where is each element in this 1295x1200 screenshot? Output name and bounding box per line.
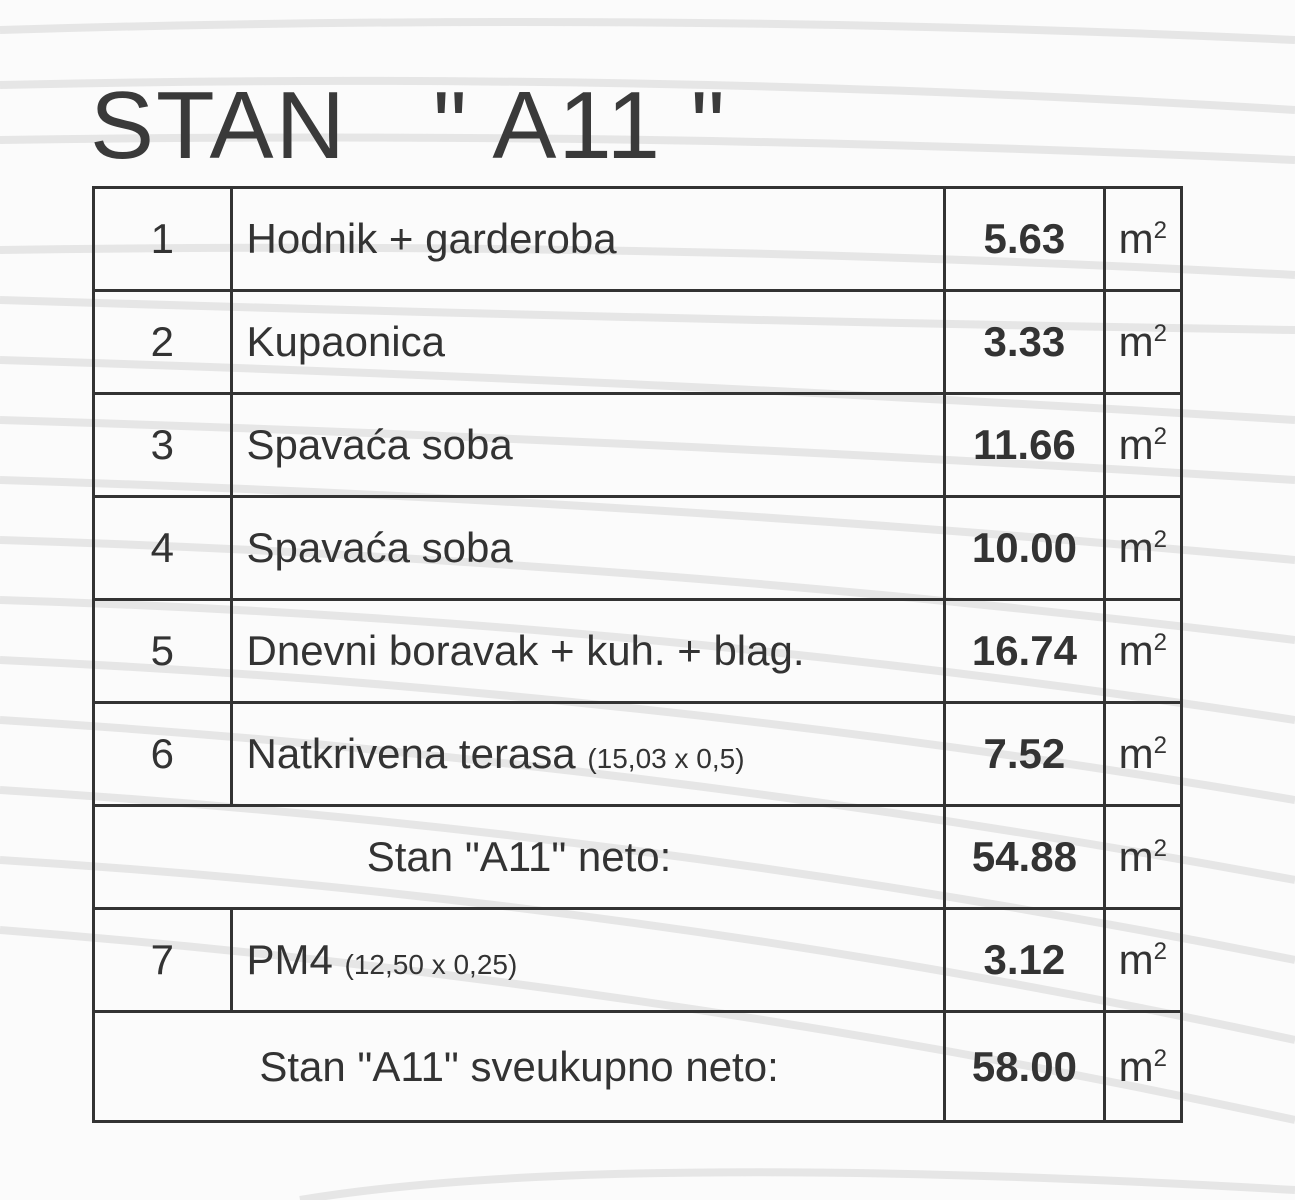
- total-value: 58.00: [943, 1010, 1106, 1123]
- unit-cell: m2: [1102, 598, 1184, 704]
- room-name: Dnevni boravak + kuh. + blag.: [229, 598, 947, 704]
- total-row: Stan "A11" sveukupno neto: 58.00 m2: [91, 1010, 1184, 1123]
- unit-cell: m2: [1102, 289, 1184, 395]
- table-row: 7 PM4 (12,50 x 0,25) 3.12 m2: [92, 907, 1184, 1013]
- subtotal-row: Stan "A11" neto: 54.88 m2: [91, 804, 1184, 910]
- table-row: 6 Natkrivena terasa (15,03 x 0,5) 7.52 m…: [92, 701, 1184, 807]
- room-name: Kupaonica: [229, 289, 947, 395]
- room-area: 10.00: [943, 495, 1106, 601]
- room-name: Spavaća soba: [229, 495, 947, 601]
- row-number: 3: [92, 392, 233, 498]
- unit-cell: m2: [1102, 701, 1184, 807]
- room-area: 3.33: [943, 289, 1106, 395]
- row-number: 5: [92, 598, 233, 704]
- room-area: 5.63: [943, 186, 1106, 292]
- room-area: 7.52: [943, 701, 1106, 807]
- unit-cell: m2: [1102, 1010, 1184, 1123]
- room-name: Natkrivena terasa (15,03 x 0,5): [229, 701, 947, 807]
- room-note: (12,50 x 0,25): [344, 949, 518, 980]
- table-row: 5 Dnevni boravak + kuh. + blag. 16.74 m2: [92, 598, 1184, 704]
- row-number: 4: [92, 495, 233, 601]
- row-number: 1: [92, 186, 233, 292]
- unit-cell: m2: [1102, 392, 1184, 498]
- row-number: 6: [92, 701, 233, 807]
- room-area: 11.66: [943, 392, 1106, 498]
- table-row: 1 Hodnik + garderoba 5.63 m2: [92, 186, 1184, 292]
- table-row: 2 Kupaonica 3.33 m2: [92, 289, 1184, 395]
- row-number: 2: [92, 289, 233, 395]
- room-area: 3.12: [943, 907, 1106, 1013]
- unit-cell: m2: [1102, 907, 1184, 1013]
- subtotal-value: 54.88: [943, 804, 1106, 910]
- room-name: Spavaća soba: [229, 392, 947, 498]
- row-number: 7: [92, 907, 233, 1013]
- unit-cell: m2: [1102, 186, 1184, 292]
- unit-cell: m2: [1102, 804, 1184, 910]
- total-label: Stan "A11" sveukupno neto:: [91, 1010, 947, 1123]
- room-name: Hodnik + garderoba: [229, 186, 947, 292]
- subtotal-label: Stan "A11" neto:: [91, 804, 947, 910]
- room-name: PM4 (12,50 x 0,25): [229, 907, 947, 1013]
- unit-cell: m2: [1102, 495, 1184, 601]
- page-title: STAN " A11 ": [90, 72, 727, 179]
- room-area: 16.74: [943, 598, 1106, 704]
- room-note: (15,03 x 0,5): [587, 743, 745, 774]
- table-row: 3 Spavaća soba 11.66 m2: [92, 392, 1184, 498]
- table-row: 4 Spavaća soba 10.00 m2: [92, 495, 1184, 601]
- room-area-table: 1 Hodnik + garderoba 5.63 m2 2 Kupaonica…: [91, 186, 1184, 1123]
